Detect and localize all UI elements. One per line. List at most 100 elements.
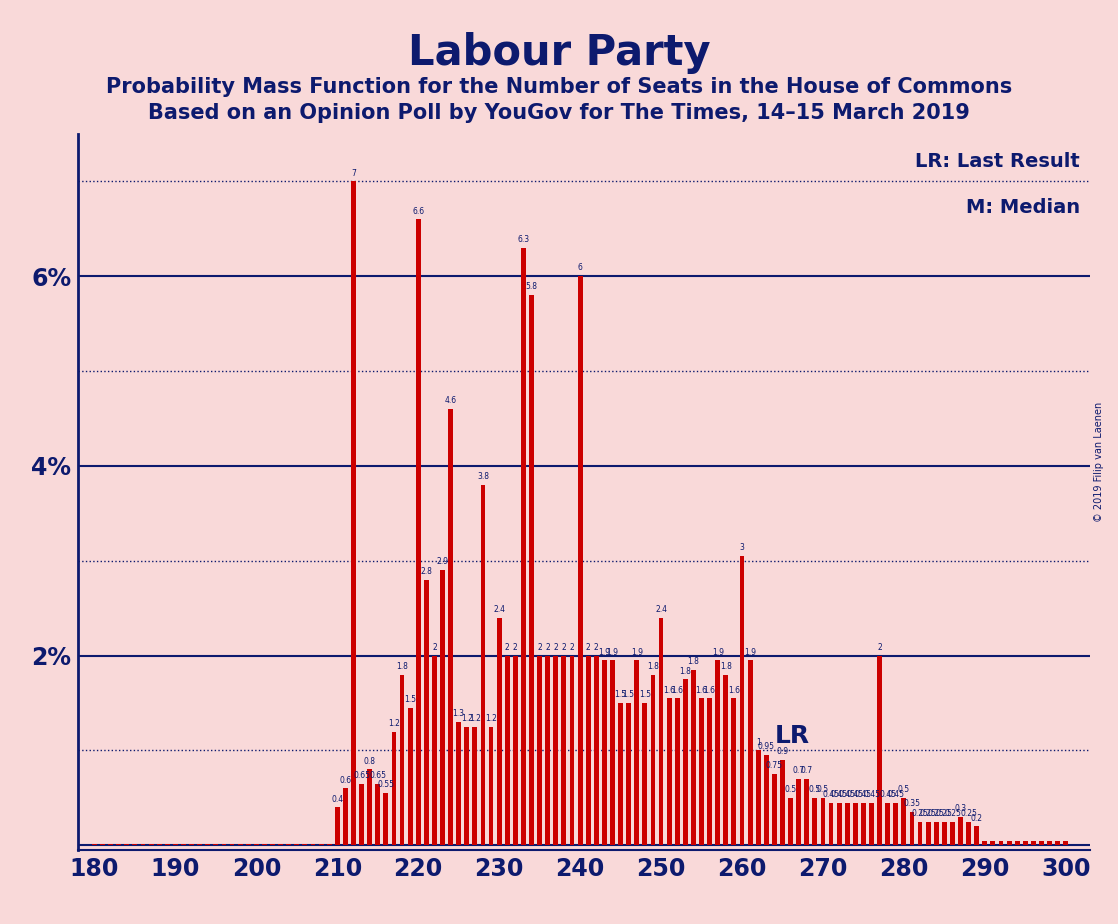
Text: 5.8: 5.8: [525, 283, 538, 291]
Text: 6.3: 6.3: [518, 235, 530, 244]
Bar: [578, 276, 582, 845]
Bar: [731, 699, 737, 845]
Bar: [408, 708, 413, 845]
Bar: [601, 661, 607, 845]
Text: 0.2: 0.2: [970, 813, 983, 822]
Bar: [618, 703, 623, 845]
Bar: [521, 248, 525, 845]
Text: 6.6: 6.6: [413, 207, 425, 215]
Bar: [926, 821, 930, 845]
Bar: [699, 699, 704, 845]
Text: 0.25: 0.25: [920, 808, 937, 818]
Text: 2: 2: [570, 643, 575, 651]
Bar: [424, 579, 428, 845]
Bar: [740, 556, 745, 845]
Bar: [869, 803, 874, 845]
Text: 3.8: 3.8: [477, 472, 489, 481]
Text: 0.45: 0.45: [838, 790, 855, 799]
Bar: [934, 821, 939, 845]
Bar: [546, 656, 550, 845]
Bar: [878, 656, 882, 845]
Bar: [1048, 841, 1052, 845]
Bar: [1006, 841, 1012, 845]
Text: 1.6: 1.6: [663, 686, 675, 695]
Text: 2: 2: [586, 643, 590, 651]
Bar: [1055, 841, 1060, 845]
Bar: [367, 770, 372, 845]
Text: 1.2: 1.2: [461, 714, 473, 723]
Bar: [464, 727, 470, 845]
Bar: [691, 670, 695, 845]
Text: 2: 2: [546, 643, 550, 651]
Bar: [853, 803, 858, 845]
Bar: [432, 656, 437, 845]
Bar: [780, 760, 785, 845]
Bar: [351, 181, 356, 845]
Bar: [771, 774, 777, 845]
Text: LR: Last Result: LR: Last Result: [916, 152, 1080, 171]
Text: 1.9: 1.9: [606, 648, 618, 657]
Bar: [651, 675, 655, 845]
Bar: [788, 798, 793, 845]
Bar: [553, 656, 558, 845]
Text: 0.55: 0.55: [378, 781, 395, 789]
Text: 1.8: 1.8: [396, 662, 408, 671]
Bar: [626, 703, 631, 845]
Bar: [828, 803, 833, 845]
Bar: [983, 841, 987, 845]
Text: 1.6: 1.6: [703, 686, 716, 695]
Bar: [708, 699, 712, 845]
Bar: [683, 679, 688, 845]
Text: 0.25: 0.25: [936, 808, 953, 818]
Text: 0.6: 0.6: [339, 775, 351, 784]
Bar: [610, 661, 615, 845]
Text: Based on an Opinion Poll by YouGov for The Times, 14–15 March 2019: Based on an Opinion Poll by YouGov for T…: [148, 103, 970, 124]
Bar: [561, 656, 567, 845]
Bar: [845, 803, 850, 845]
Bar: [885, 803, 890, 845]
Bar: [1015, 841, 1020, 845]
Text: 1.5: 1.5: [638, 690, 651, 699]
Bar: [496, 618, 502, 845]
Bar: [918, 821, 922, 845]
Text: 2.4: 2.4: [493, 605, 505, 614]
Text: 0.25: 0.25: [960, 808, 977, 818]
Text: 1.6: 1.6: [728, 686, 740, 695]
Text: 0.45: 0.45: [831, 790, 847, 799]
Text: 1.8: 1.8: [680, 666, 691, 675]
Bar: [861, 803, 865, 845]
Text: 2: 2: [878, 643, 882, 651]
Bar: [804, 779, 809, 845]
Bar: [448, 409, 453, 845]
Bar: [376, 784, 380, 845]
Bar: [942, 821, 947, 845]
Text: 1.9: 1.9: [598, 648, 610, 657]
Text: 0.45: 0.45: [879, 790, 897, 799]
Bar: [505, 656, 510, 845]
Text: 0.35: 0.35: [903, 799, 920, 808]
Text: 2.8: 2.8: [420, 567, 433, 576]
Text: 0.9: 0.9: [776, 748, 788, 756]
Text: 0.45: 0.45: [823, 790, 840, 799]
Text: 2: 2: [553, 643, 558, 651]
Text: 1.3: 1.3: [453, 710, 465, 718]
Bar: [399, 675, 405, 845]
Bar: [893, 803, 898, 845]
Text: 0.7: 0.7: [800, 766, 813, 775]
Text: 2.9: 2.9: [436, 557, 448, 566]
Text: LR: LR: [775, 724, 809, 748]
Text: 0.5: 0.5: [785, 785, 797, 794]
Text: 0.25: 0.25: [944, 808, 960, 818]
Text: 1.5: 1.5: [623, 690, 635, 699]
Text: 1.2: 1.2: [485, 714, 498, 723]
Bar: [481, 485, 485, 845]
Text: 1.9: 1.9: [631, 648, 643, 657]
Text: 1.6: 1.6: [671, 686, 683, 695]
Bar: [1063, 841, 1068, 845]
Bar: [538, 656, 542, 845]
Bar: [643, 703, 647, 845]
Bar: [440, 570, 445, 845]
Bar: [569, 656, 575, 845]
Text: 0.65: 0.65: [353, 771, 370, 780]
Text: 1.8: 1.8: [720, 662, 732, 671]
